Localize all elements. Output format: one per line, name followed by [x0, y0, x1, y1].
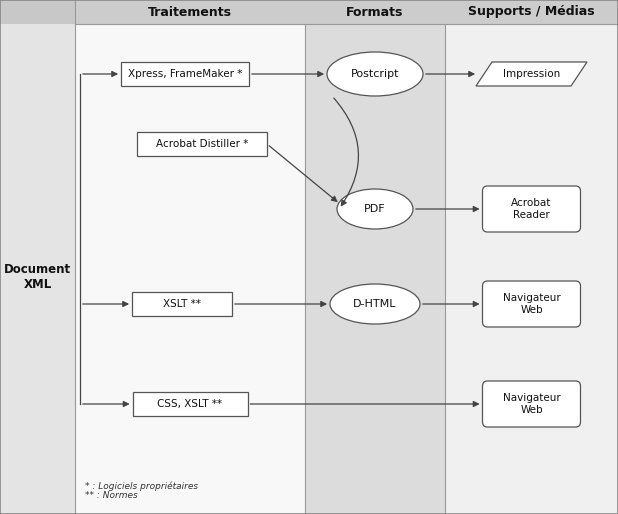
Text: D-HTML: D-HTML — [353, 299, 397, 309]
Ellipse shape — [337, 189, 413, 229]
Bar — [0, 0, 75, 514]
Text: Supports / Médias: Supports / Médias — [468, 6, 595, 19]
Text: PDF: PDF — [364, 204, 386, 214]
Ellipse shape — [330, 284, 420, 324]
Bar — [132, 292, 232, 316]
FancyBboxPatch shape — [483, 381, 580, 427]
Text: CSS, XSLT **: CSS, XSLT ** — [158, 399, 222, 409]
FancyBboxPatch shape — [483, 186, 580, 232]
Text: ** : Normes: ** : Normes — [85, 491, 138, 501]
FancyBboxPatch shape — [483, 281, 580, 327]
Text: Acrobat Distiller *: Acrobat Distiller * — [156, 139, 248, 149]
Text: Formats: Formats — [346, 6, 404, 19]
Bar — [137, 132, 267, 156]
Text: Acrobat
Reader: Acrobat Reader — [511, 198, 552, 220]
Text: XSLT **: XSLT ** — [163, 299, 201, 309]
Bar — [0, 0, 75, 24]
Text: Document
XML: Document XML — [4, 263, 71, 291]
Text: * : Logiciels propriétaires: * : Logiciels propriétaires — [85, 481, 198, 491]
Text: Navigateur
Web: Navigateur Web — [502, 393, 561, 415]
Text: Traitements: Traitements — [148, 6, 232, 19]
Polygon shape — [476, 62, 587, 86]
Text: Postcript: Postcript — [351, 69, 399, 79]
Bar — [132, 392, 247, 416]
Bar — [305, 24, 445, 514]
Bar — [445, 24, 618, 514]
Text: Impression: Impression — [503, 69, 560, 79]
Bar — [75, 0, 618, 24]
Text: Xpress, FrameMaker *: Xpress, FrameMaker * — [128, 69, 242, 79]
Bar — [75, 24, 305, 514]
Bar — [121, 62, 249, 86]
Ellipse shape — [327, 52, 423, 96]
Text: Navigateur
Web: Navigateur Web — [502, 293, 561, 315]
